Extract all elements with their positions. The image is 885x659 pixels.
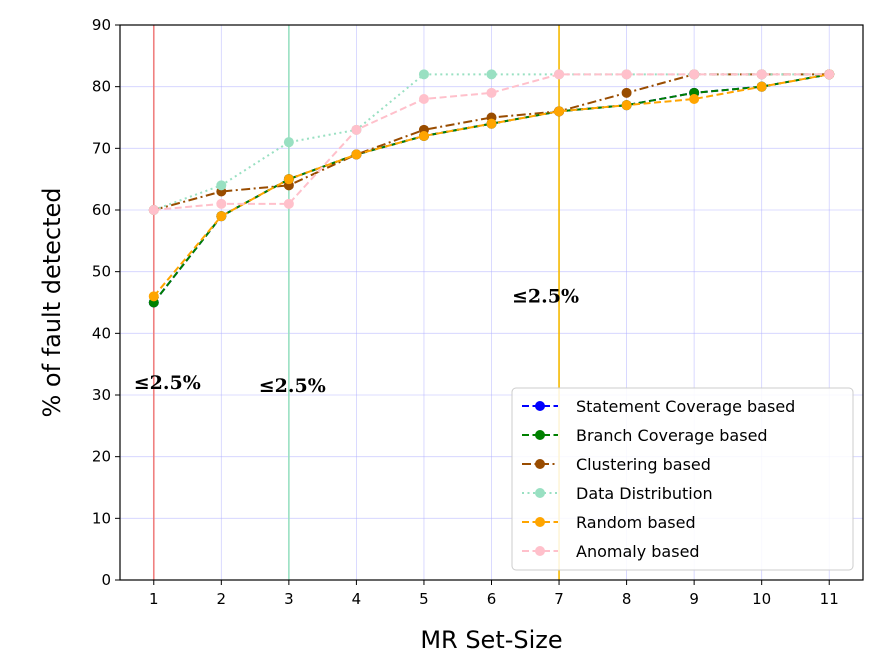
y-tick-label: 20 xyxy=(92,448,111,466)
data-point xyxy=(418,131,429,141)
data-point xyxy=(418,94,429,104)
x-tick-label: 7 xyxy=(554,590,564,608)
annotation-label: ≤2.5% xyxy=(512,286,579,308)
legend-swatch-marker xyxy=(535,488,545,498)
legend-label: Anomaly based xyxy=(576,542,700,561)
legend-swatch-marker xyxy=(535,459,545,469)
legend: Statement Coverage based Branch Coverage … xyxy=(511,387,854,571)
annotation-label: ≤2.5% xyxy=(134,372,201,394)
y-tick-label: 60 xyxy=(92,201,111,219)
data-point xyxy=(148,205,159,215)
legend-label: Clustering based xyxy=(576,455,711,474)
annotations: ≤2.5% ≤2.5% ≤2.5% xyxy=(134,286,579,397)
x-tick-label: 9 xyxy=(689,590,699,608)
legend-swatch-marker xyxy=(535,430,545,440)
x-tick-label: 6 xyxy=(487,590,497,608)
data-point xyxy=(148,291,159,302)
data-point xyxy=(824,69,835,80)
y-tick-label: 30 xyxy=(92,386,111,404)
data-point xyxy=(283,137,294,148)
x-tick-label: 2 xyxy=(217,590,227,608)
x-tick-label: 5 xyxy=(419,590,429,608)
y-tick-label: 40 xyxy=(92,324,111,342)
data-point xyxy=(689,94,700,104)
data-point xyxy=(756,81,767,92)
data-point xyxy=(621,87,632,98)
x-tick-label: 8 xyxy=(622,590,632,608)
legend-swatch-marker xyxy=(535,401,545,411)
series-lines xyxy=(148,69,835,308)
y-tick-label: 90 xyxy=(92,16,111,34)
data-point xyxy=(554,106,565,117)
y-tick-label: 50 xyxy=(92,263,111,281)
data-point xyxy=(689,69,700,80)
data-point xyxy=(216,180,227,191)
legend-label: Data Distribution xyxy=(576,484,713,503)
legend-label: Statement Coverage based xyxy=(576,397,795,416)
y-axis-ticks: 0 10 20 30 40 50 60 70 80 90 xyxy=(92,16,120,589)
legend-swatch-marker xyxy=(535,517,545,527)
data-point xyxy=(216,198,227,209)
x-tick-label: 4 xyxy=(352,590,362,608)
y-tick-label: 80 xyxy=(92,78,111,96)
data-point xyxy=(418,69,429,80)
annotation-label: ≤2.5% xyxy=(259,375,326,397)
data-point xyxy=(621,100,632,111)
x-axis-label: MR Set-Size xyxy=(420,626,562,654)
x-tick-label: 1 xyxy=(149,590,159,608)
data-point xyxy=(216,211,227,222)
y-tick-label: 0 xyxy=(101,571,111,589)
data-point xyxy=(486,87,497,98)
series-line xyxy=(152,73,830,304)
x-tick-label: 11 xyxy=(820,590,839,608)
x-tick-label: 3 xyxy=(284,590,294,608)
y-tick-label: 70 xyxy=(92,139,111,157)
data-point xyxy=(351,149,362,160)
data-point xyxy=(621,69,632,80)
data-point xyxy=(486,118,497,129)
legend-label: Branch Coverage based xyxy=(576,426,768,445)
legend-swatch-marker xyxy=(535,546,545,556)
data-point xyxy=(486,69,497,80)
x-tick-label: 10 xyxy=(752,590,771,608)
data-point xyxy=(756,69,767,80)
y-tick-label: 10 xyxy=(92,509,111,527)
series-line xyxy=(153,73,830,211)
legend-box xyxy=(511,387,854,571)
data-point xyxy=(351,124,362,135)
data-point xyxy=(283,198,294,209)
legend-label: Random based xyxy=(576,513,696,532)
data-point xyxy=(283,174,294,185)
data-point xyxy=(554,69,565,80)
x-axis-ticks: 1 2 3 4 5 6 7 8 9 10 11 xyxy=(149,580,839,608)
y-axis-label: % of fault detected xyxy=(38,187,66,417)
